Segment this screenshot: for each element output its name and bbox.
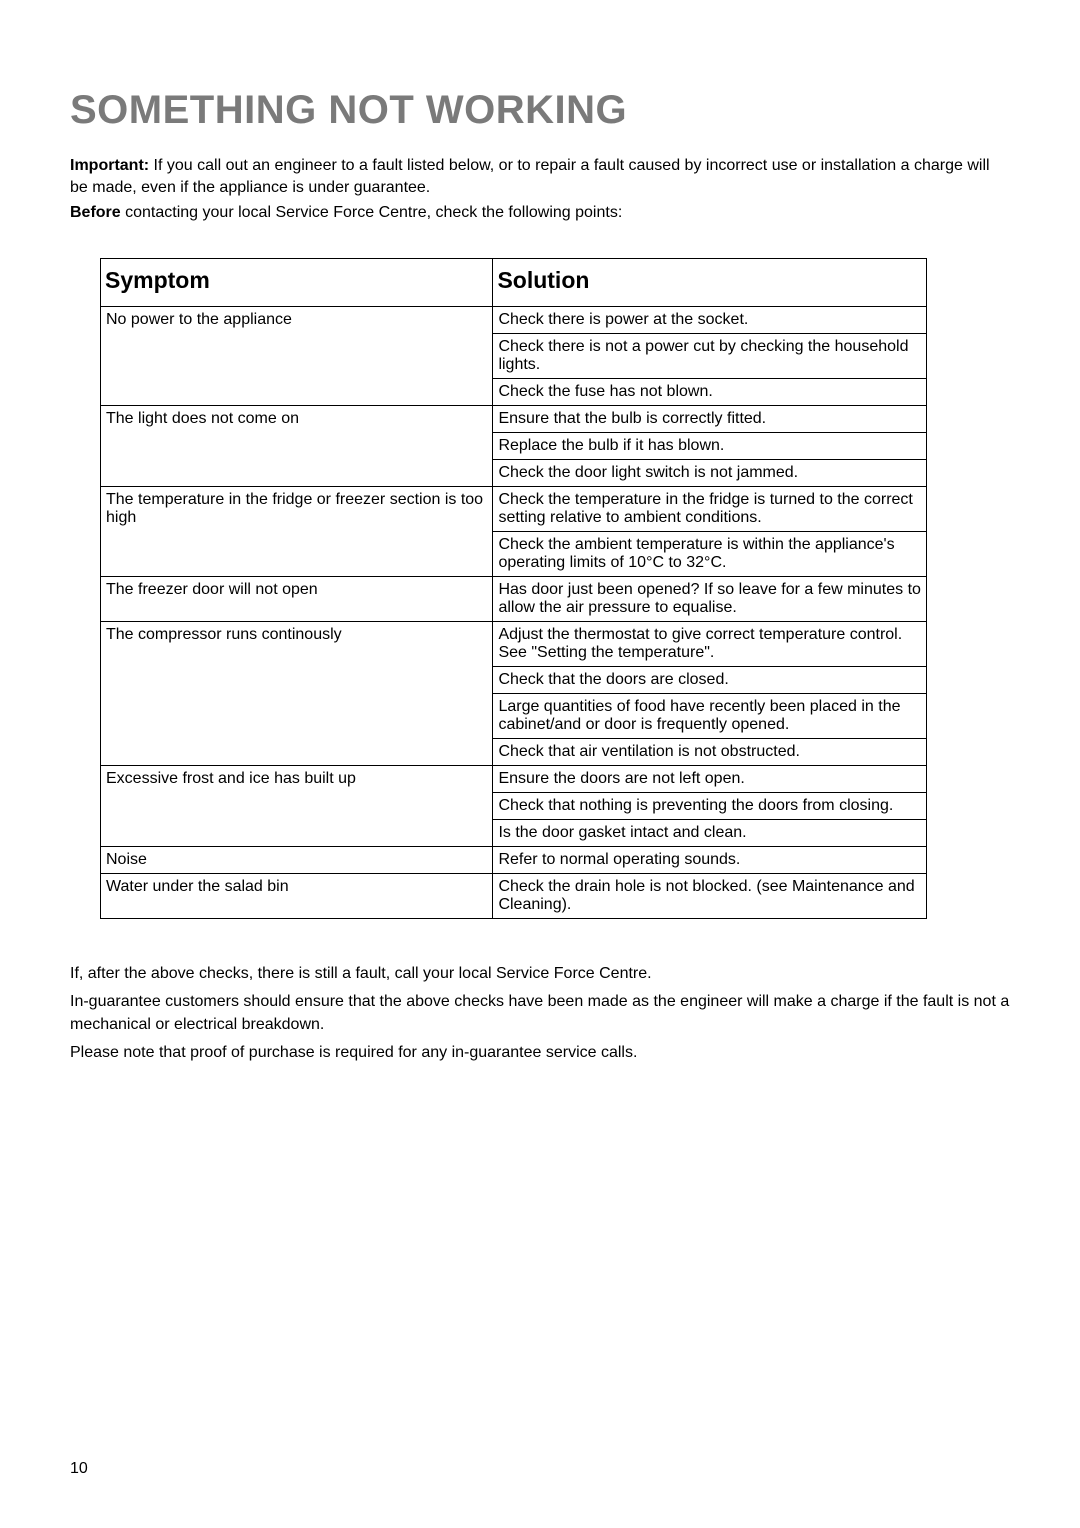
intro-block: Important: If you call out an engineer t…	[70, 155, 1010, 224]
intro-before: Before contacting your local Service For…	[70, 202, 1010, 224]
solution-cell: Ensure the doors are not left open.	[493, 765, 927, 792]
symptom-cell: Excessive frost and ice has built up	[101, 765, 493, 846]
symptom-cell: The light does not come on	[101, 405, 493, 486]
symptom-cell: The compressor runs continously	[101, 621, 493, 765]
footer-block: If, after the above checks, there is sti…	[70, 963, 1010, 1065]
table-header-row: Symptom Solution	[101, 258, 927, 306]
solution-cell: Check that nothing is preventing the doo…	[493, 792, 927, 819]
before-text: contacting your local Service Force Cent…	[121, 204, 623, 221]
table-row: The compressor runs continously Adjust t…	[101, 621, 927, 666]
solution-cell: Check that the doors are closed.	[493, 666, 927, 693]
symptom-cell: Noise	[101, 846, 493, 873]
solution-cell: Adjust the thermostat to give correct te…	[493, 621, 927, 666]
solution-cell: Check there is power at the socket.	[493, 306, 927, 333]
table-row: Water under the salad bin Check the drai…	[101, 873, 927, 918]
solution-cell: Check the ambient temperature is within …	[493, 531, 927, 576]
solution-cell: Ensure that the bulb is correctly fitted…	[493, 405, 927, 432]
footer-p2: In-guarantee customers should ensure tha…	[70, 991, 1010, 1036]
solution-cell: Refer to normal operating sounds.	[493, 846, 927, 873]
symptom-cell: Water under the salad bin	[101, 873, 493, 918]
header-symptom: Symptom	[101, 258, 493, 306]
solution-cell: Check the door light switch is not jamme…	[493, 459, 927, 486]
symptom-cell: No power to the appliance	[101, 306, 493, 405]
page-number: 10	[70, 1460, 88, 1478]
table-row: The light does not come on Ensure that t…	[101, 405, 927, 432]
before-label: Before	[70, 204, 121, 221]
footer-p3: Please note that proof of purchase is re…	[70, 1042, 1010, 1064]
page-container: SOMETHING NOT WORKING Important: If you …	[0, 0, 1080, 1528]
solution-cell: Replace the bulb if it has blown.	[493, 432, 927, 459]
intro-important: Important: If you call out an engineer t…	[70, 155, 1010, 198]
solution-cell: Check that air ventilation is not obstru…	[493, 738, 927, 765]
solution-cell: Has door just been opened? If so leave f…	[493, 576, 927, 621]
solution-cell: Check the temperature in the fridge is t…	[493, 486, 927, 531]
troubleshoot-table: Symptom Solution No power to the applian…	[100, 258, 927, 919]
page-title: SOMETHING NOT WORKING	[70, 88, 1010, 133]
header-solution: Solution	[493, 258, 927, 306]
solution-cell: Check the drain hole is not blocked. (se…	[493, 873, 927, 918]
solution-cell: Large quantities of food have recently b…	[493, 693, 927, 738]
important-text: If you call out an engineer to a fault l…	[70, 157, 990, 196]
solution-cell: Check the fuse has not blown.	[493, 378, 927, 405]
footer-p1: If, after the above checks, there is sti…	[70, 963, 1010, 985]
important-label: Important:	[70, 157, 149, 174]
table-row: Noise Refer to normal operating sounds.	[101, 846, 927, 873]
solution-cell: Is the door gasket intact and clean.	[493, 819, 927, 846]
symptom-cell: The freezer door will not open	[101, 576, 493, 621]
symptom-cell: The temperature in the fridge or freezer…	[101, 486, 493, 576]
table-row: Excessive frost and ice has built up Ens…	[101, 765, 927, 792]
table-row: No power to the appliance Check there is…	[101, 306, 927, 333]
table-row: The freezer door will not open Has door …	[101, 576, 927, 621]
table-row: The temperature in the fridge or freezer…	[101, 486, 927, 531]
solution-cell: Check there is not a power cut by checki…	[493, 333, 927, 378]
